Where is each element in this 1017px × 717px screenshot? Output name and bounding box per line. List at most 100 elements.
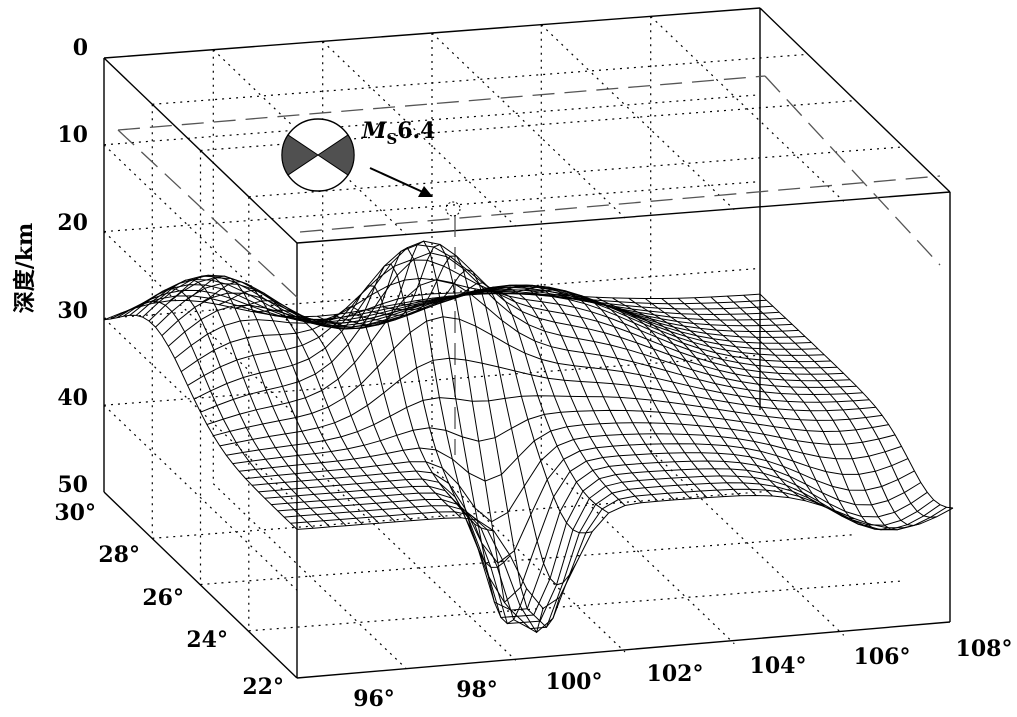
floor-lon-gridline <box>431 466 626 653</box>
floor-lon-gridline <box>540 458 735 645</box>
focal-mechanism-beachball-icon <box>281 118 355 192</box>
mesh-latitude-line <box>251 443 909 564</box>
magnitude-label: MS6.4 <box>361 118 435 148</box>
mesh-longitude-line <box>661 298 855 520</box>
arrow-shaft <box>369 167 426 194</box>
ceiling-lon-gridline <box>431 32 626 219</box>
mesh-longitude-line <box>300 263 494 532</box>
mesh-longitude-line <box>628 297 823 507</box>
back-wall-depth-gridline <box>103 181 761 233</box>
beachball-compression-quadrant-left <box>281 134 319 176</box>
lat-tick-28: 28° <box>98 542 140 568</box>
floor-lat-gridline <box>152 487 809 539</box>
lon-tick-102: 102° <box>647 661 704 687</box>
ceiling-lon-gridline <box>650 15 845 202</box>
left-wall-depth-gridline <box>103 144 298 331</box>
lon-tick-100: 100° <box>546 669 603 695</box>
lat-tick-26: 26° <box>142 585 184 611</box>
magnitude-value: 6.4 <box>397 118 435 144</box>
floor-lon-gridline <box>212 483 407 670</box>
depth-tick-0: 0 <box>73 35 88 61</box>
floor-lon-gridline <box>650 449 845 636</box>
mesh-longitude-line <box>399 282 593 534</box>
mesh-longitude-line <box>612 297 806 502</box>
mesh-longitude-line <box>235 299 429 520</box>
lon-tick-106: 106° <box>854 644 911 670</box>
ceiling-lon-gridline <box>540 24 735 211</box>
depth-axis-ticks: 0 10 20 30 40 50 <box>57 35 88 498</box>
mesh-longitude-line <box>103 314 298 530</box>
lat-tick-30: 30° <box>54 500 96 526</box>
dashed-left-line <box>117 129 301 301</box>
beachball-compression-quadrant-right <box>317 134 355 176</box>
dashed-mid-line <box>299 175 941 233</box>
front-top-edge <box>296 191 951 244</box>
mesh-longitude-line <box>677 297 872 526</box>
mesh-longitude-line <box>284 285 478 521</box>
depth-axis-label: 深度/km <box>12 223 38 314</box>
mesh-longitude-line <box>448 286 642 504</box>
mesh-longitude-line <box>202 281 396 523</box>
crust-depth-wireframe-surface <box>103 240 954 634</box>
lat-tick-24: 24° <box>186 627 228 653</box>
ceiling-lon-gridline <box>322 40 517 227</box>
mesh-latitude-line <box>148 277 806 338</box>
mesh-longitude-line <box>513 289 708 498</box>
mesh-longitude-line <box>218 289 413 521</box>
mesh-longitude-line <box>333 240 528 625</box>
lon-tick-96: 96° <box>353 686 395 712</box>
dashed-back-line <box>117 75 766 131</box>
mesh-longitude-line <box>382 268 577 586</box>
mesh-longitude-line <box>481 284 675 501</box>
mesh-longitude-line <box>759 293 954 509</box>
mesh-longitude-line <box>349 243 544 634</box>
mesh-longitude-line <box>546 294 741 497</box>
mesh-longitude-line <box>743 294 937 518</box>
mesh-longitude-line <box>644 298 839 513</box>
ceiling-lat-gridline <box>152 53 809 105</box>
lon-tick-98: 98° <box>456 677 498 703</box>
floor-lat-gridline <box>248 580 905 632</box>
floor-lon-gridline <box>322 474 517 661</box>
mesh-longitude-line <box>120 300 314 529</box>
depth-tick-30: 30 <box>57 298 88 324</box>
mesh-longitude-line <box>366 255 560 629</box>
mesh-longitude-line <box>579 295 773 497</box>
mesh-longitude-line <box>530 293 724 497</box>
mesh-longitude-line <box>136 288 331 528</box>
mesh-longitude-line <box>415 290 609 514</box>
mesh-longitude-line <box>595 296 790 498</box>
left-wall-depth-gridline <box>103 404 298 591</box>
longitude-axis-ticks: 96° 98° 100° 102° 104° 106° 108° <box>353 636 1012 712</box>
bottom-front-edge <box>296 621 951 679</box>
magnitude-subscript: S <box>386 130 397 148</box>
depth-tick-40: 40 <box>57 385 88 411</box>
bottom-left-edge <box>103 491 298 679</box>
mesh-longitude-line <box>710 296 904 531</box>
depth-tick-10: 10 <box>57 122 88 148</box>
hypocenter-marker <box>445 201 461 217</box>
mesh-latitude-line <box>290 488 947 634</box>
mesh-longitude-line <box>694 297 888 531</box>
mesh-longitude-line <box>185 275 380 524</box>
lon-tick-108: 108° <box>956 636 1013 662</box>
mesh-longitude-line <box>251 309 445 519</box>
mesh-longitude-line <box>464 284 659 502</box>
depth-tick-20: 20 <box>57 210 88 236</box>
mesh-longitude-line <box>267 305 462 519</box>
mesh-latitude-line <box>296 494 954 610</box>
top-right-depth-edge <box>759 7 951 193</box>
mesh-longitude-line <box>497 286 691 500</box>
mesh-longitude-line <box>169 274 363 525</box>
depth-tick-50: 50 <box>57 472 88 498</box>
mesh-longitude-line <box>726 295 921 527</box>
lat-tick-22: 22° <box>242 674 284 700</box>
lon-tick-104: 104° <box>750 653 807 679</box>
mesh-latitude-line <box>187 244 844 386</box>
mesh-longitude-line <box>152 279 347 527</box>
dashed-right-line <box>764 75 941 266</box>
latitude-axis-ticks: 30° 28° 26° 24° 22° <box>54 500 284 700</box>
mesh-longitude-line <box>431 289 626 506</box>
mesh-longitude-line <box>316 247 511 568</box>
